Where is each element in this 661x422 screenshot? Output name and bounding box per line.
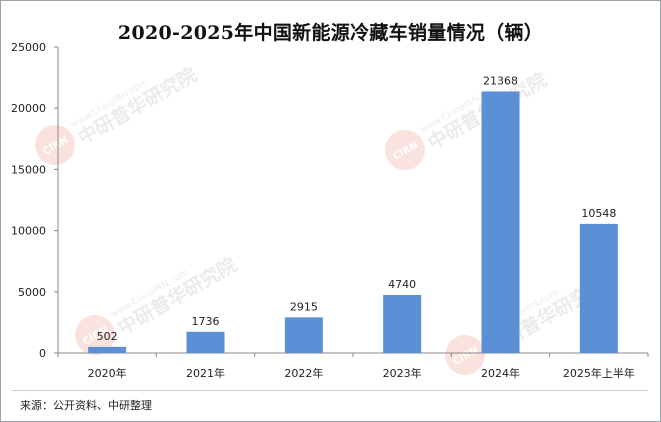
bar (88, 346, 127, 353)
y-tick-label: 20000 (11, 102, 46, 115)
y-tick-label: 0 (39, 347, 46, 360)
data-label: 1736 (192, 315, 220, 328)
chart-bars (88, 91, 618, 353)
chart-axes: 0 5000 10000 15000 20000 25000 (11, 41, 649, 360)
watermark-logo-circle (445, 335, 485, 375)
y-tick-label: 10000 (11, 225, 46, 238)
source-note: 来源：公开资料、中研整理 (20, 399, 152, 412)
chart-title: 2020-2025年中国新能源冷藏车销量情况（辆） (117, 22, 544, 44)
y-tick-label: 25000 (11, 41, 46, 54)
x-tick-label: 2022年 (284, 366, 323, 380)
y-tick-label: 15000 (11, 163, 46, 176)
footer-divider (12, 390, 648, 391)
bar (284, 317, 323, 353)
bar (186, 331, 225, 353)
x-tick-label: 2025年上半年 (563, 366, 635, 380)
bar (383, 294, 422, 353)
data-label: 2915 (290, 300, 318, 313)
x-tick-label: 2020年 (88, 366, 127, 380)
watermark-text: 中研普华研究院 (74, 63, 201, 149)
bar (481, 91, 520, 353)
bar (579, 223, 618, 353)
data-label: 10548 (581, 207, 616, 220)
watermark-logo-circle (35, 125, 75, 165)
x-tick-label: 2023年 (383, 366, 422, 380)
x-tick-label: 2021年 (186, 366, 225, 380)
watermark-logo-circle (75, 315, 115, 355)
watermark-logo-circle (385, 130, 425, 170)
y-tick-label: 5000 (18, 286, 46, 299)
data-label: 21368 (483, 74, 518, 87)
watermark-text: 中研普华研究院 (114, 253, 241, 339)
chart-labels: 502 2020年 1736 2021年 2915 2022年 4740 2023年 21368… (88, 74, 635, 380)
data-label: 502 (97, 330, 118, 343)
x-tick-label: 2024年 (481, 366, 520, 380)
data-label: 4740 (388, 278, 416, 291)
